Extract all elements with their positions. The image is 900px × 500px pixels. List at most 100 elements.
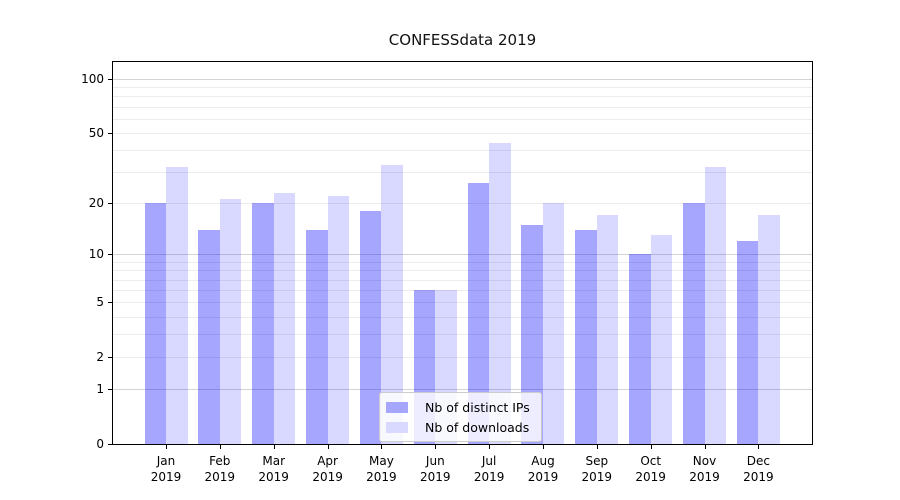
x-tick-mark-feb: [219, 445, 221, 449]
y-tick-mark-100: [108, 78, 112, 80]
x-tick-year-mar: 2019: [258, 470, 289, 484]
gridline-minor-80: [113, 96, 812, 98]
x-tick-label-aug: Aug 2019: [513, 453, 573, 485]
x-tick-label-may: May 2019: [351, 453, 411, 485]
x-tick-year-sep: 2019: [581, 470, 613, 484]
bar-distinct-ips-aug: [521, 224, 543, 444]
bar-downloads-jul: [489, 142, 511, 444]
bar-downloads-oct: [650, 235, 673, 444]
gridline-minor-4: [113, 316, 812, 318]
x-tick-month-jun: Jun: [425, 454, 445, 468]
bar-distinct-ips-dec: [736, 241, 759, 444]
bar-distinct-ips-may: [359, 211, 382, 444]
bar-downloads-may: [381, 165, 403, 444]
x-tick-year-jun: 2019: [420, 470, 451, 484]
y-tick-label-1: 1: [96, 382, 104, 397]
y-tick-label-20: 20: [88, 196, 104, 211]
gridline-major-100: [113, 78, 812, 80]
x-tick-month-mar: Mar: [262, 454, 285, 468]
bar-distinct-ips-jul: [467, 183, 490, 444]
bar-distinct-ips-jan: [144, 203, 166, 444]
bar-distinct-ips-nov: [683, 203, 705, 444]
x-tick-label-jul: Jul 2019: [459, 453, 519, 485]
bar-downloads-mar: [273, 192, 296, 444]
y-tick-label-2: 2: [96, 350, 104, 365]
x-tick-month-jan: Jan: [156, 454, 176, 468]
x-tick-mark-sep: [596, 445, 598, 449]
plot-area: [112, 61, 813, 445]
y-tick-label-100: 100: [81, 71, 104, 86]
x-tick-mark-may: [381, 445, 383, 449]
bar-downloads-feb: [219, 199, 242, 444]
y-tick-label-50: 50: [88, 125, 104, 140]
x-tick-mark-mar: [273, 445, 275, 449]
gridline-minor-40: [113, 150, 812, 152]
bar-downloads-aug: [542, 203, 565, 444]
gridline-minor-60: [113, 118, 812, 120]
gridline-minor-20: [113, 203, 812, 205]
x-tick-month-aug: Aug: [531, 454, 555, 468]
bar-downloads-sep: [596, 215, 619, 444]
y-tick-mark-20: [108, 203, 112, 205]
x-tick-month-oct: Oct: [640, 454, 662, 468]
y-tick-mark-0: [108, 444, 112, 445]
gridline-minor-6: [113, 290, 812, 291]
x-tick-mark-oct: [650, 445, 652, 449]
x-tick-label-sep: Sep 2019: [567, 453, 627, 485]
legend: Nb of distinct IPs Nb of downloads: [379, 392, 542, 442]
x-tick-year-oct: 2019: [635, 470, 666, 484]
gridline-minor-30: [113, 172, 812, 174]
x-tick-year-feb: 2019: [204, 470, 236, 484]
chart-title: CONFESSdata 2019: [388, 31, 537, 49]
x-tick-label-nov: Nov 2019: [675, 453, 735, 485]
x-tick-year-jul: 2019: [473, 470, 505, 484]
legend-entry-distinct-ips: Nb of distinct IPs: [386, 399, 530, 415]
x-tick-month-dec: Dec: [746, 454, 770, 468]
bar-distinct-ips-sep: [575, 229, 597, 444]
y-tick-label-0: 0: [96, 437, 104, 451]
gridline-major-10: [113, 254, 812, 256]
bar-distinct-ips-apr: [306, 229, 328, 444]
x-tick-label-jun: Jun 2019: [405, 453, 465, 485]
y-tick-mark-5: [108, 302, 112, 304]
x-tick-month-sep: Sep: [585, 454, 609, 468]
y-tick-mark-50: [108, 132, 112, 134]
x-tick-month-apr: Apr: [317, 454, 338, 468]
x-tick-month-feb: Feb: [209, 454, 231, 468]
bar-distinct-ips-mar: [252, 203, 274, 444]
x-tick-label-apr: Apr 2019: [298, 453, 358, 485]
y-tick-mark-10: [108, 254, 112, 256]
bar-distinct-ips-feb: [198, 229, 220, 444]
bar-downloads-jan: [166, 167, 188, 444]
gridline-minor-8: [113, 270, 812, 272]
x-tick-month-nov: Nov: [692, 454, 717, 468]
gridline-minor-90: [113, 87, 812, 89]
gridline-minor-2: [113, 357, 812, 359]
legend-label-distinct-ips: Nb of distinct IPs: [425, 399, 530, 415]
y-tick-mark-1: [108, 389, 112, 391]
bar-distinct-ips-oct: [629, 254, 651, 444]
legend-entry-downloads: Nb of downloads: [386, 419, 530, 435]
x-tick-label-jan: Jan 2019: [136, 453, 196, 485]
legend-label-downloads: Nb of downloads: [425, 419, 530, 435]
gridline-minor-5: [113, 302, 812, 304]
gridline-minor-7: [113, 279, 812, 281]
x-tick-mark-jan: [166, 445, 167, 449]
gridline-minor-70: [113, 106, 812, 108]
bar-downloads-dec: [758, 215, 780, 444]
x-tick-mark-aug: [543, 445, 544, 449]
x-tick-mark-apr: [327, 445, 329, 449]
x-tick-year-nov: 2019: [689, 470, 720, 484]
x-tick-year-apr: 2019: [312, 470, 343, 484]
gridline-minor-50: [113, 132, 812, 134]
x-tick-label-feb: Feb 2019: [190, 453, 250, 485]
gridline-minor-3: [113, 334, 812, 336]
x-tick-label-dec: Dec 2019: [728, 453, 788, 485]
gridline-minor-9: [113, 261, 812, 263]
y-tick-label-5: 5: [96, 295, 104, 310]
bar-downloads-nov: [704, 167, 726, 444]
x-tick-mark-nov: [704, 445, 706, 449]
x-tick-label-oct: Oct 2019: [621, 453, 681, 485]
y-tick-label-10: 10: [88, 247, 104, 262]
